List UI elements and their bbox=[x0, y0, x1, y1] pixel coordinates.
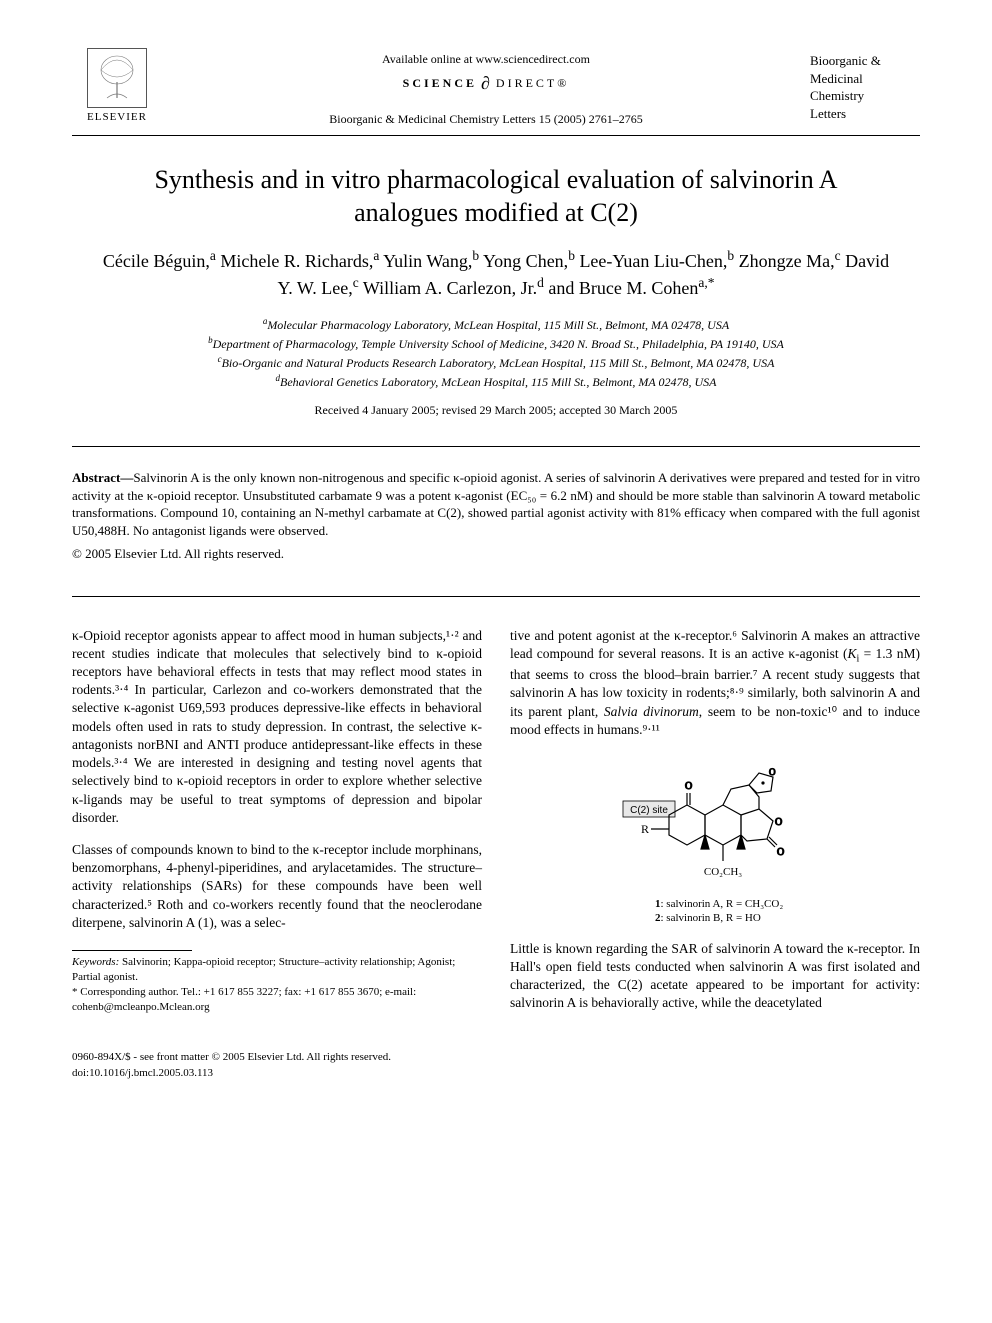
article-title: Synthesis and in vitro pharmacological e… bbox=[112, 164, 880, 229]
body-paragraph: tive and potent agonist at the κ-recepto… bbox=[510, 627, 920, 739]
page-footer: 0960-894X/$ - see front matter © 2005 El… bbox=[72, 1050, 920, 1081]
body-columns: κ-Opioid receptor agonists appear to aff… bbox=[72, 627, 920, 1027]
sd-left: SCIENCE bbox=[403, 76, 477, 91]
left-column: κ-Opioid receptor agonists appear to aff… bbox=[72, 627, 482, 1027]
keywords-label: Keywords: bbox=[72, 956, 119, 968]
keywords-line: Keywords: Salvinorin; Kappa-opioid recep… bbox=[72, 955, 482, 985]
footer-doi: doi:10.1016/j.bmcl.2005.03.113 bbox=[72, 1066, 920, 1081]
keywords-text: Salvinorin; Kappa-opioid receptor; Struc… bbox=[72, 956, 455, 983]
article-dates: Received 4 January 2005; revised 29 Marc… bbox=[72, 403, 920, 418]
journal-header: ELSEVIER Available online at www.science… bbox=[72, 48, 920, 127]
abstract: Abstract—Salvinorin A is the only known … bbox=[72, 469, 920, 539]
c2-site-label: C(2) site bbox=[630, 805, 668, 816]
journal-name-block: Bioorganic & Medicinal Chemistry Letters bbox=[810, 48, 920, 122]
co2ch3-label: CO₂CH₃ bbox=[704, 866, 742, 878]
available-online-text: Available online at www.sciencedirect.co… bbox=[162, 52, 810, 67]
structure-svg: C(2) site R O bbox=[615, 753, 815, 893]
header-rule bbox=[72, 135, 920, 136]
body-paragraph: κ-Opioid receptor agonists appear to aff… bbox=[72, 627, 482, 827]
affiliation-d: dBehavioral Genetics Laboratory, McLean … bbox=[72, 372, 920, 391]
svg-text:R: R bbox=[641, 822, 649, 836]
caption-line-1: 1: salvinorin A, R = CH₃CO₂ bbox=[655, 897, 815, 911]
footnote-rule bbox=[72, 950, 192, 951]
caption-line-2: 2: salvinorin B, R = HO bbox=[655, 911, 815, 925]
affiliations: aMolecular Pharmacology Laboratory, McLe… bbox=[72, 315, 920, 391]
sd-swirl-icon: ∂ bbox=[481, 73, 492, 94]
publisher-logo: ELSEVIER bbox=[72, 48, 162, 123]
svg-text:O: O bbox=[685, 781, 692, 792]
footnotes: Keywords: Salvinorin; Kappa-opioid recep… bbox=[72, 955, 482, 1014]
abstract-label: Abstract— bbox=[72, 470, 133, 485]
abstract-copyright: © 2005 Elsevier Ltd. All rights reserved… bbox=[72, 546, 920, 562]
journal-name-line: Bioorganic & bbox=[810, 52, 920, 70]
abstract-rule-bottom bbox=[72, 596, 920, 597]
journal-name-line: Chemistry bbox=[810, 87, 920, 105]
svg-text:O: O bbox=[777, 847, 784, 858]
corr-prefix: * Corresponding author. Tel.: +1 617 855… bbox=[72, 986, 416, 998]
svg-text:O: O bbox=[775, 817, 782, 828]
body-paragraph: Little is known regarding the SAR of sal… bbox=[510, 940, 920, 1013]
sd-right: DIRECT® bbox=[496, 76, 569, 91]
header-center: Available online at www.sciencedirect.co… bbox=[162, 48, 810, 127]
sciencedirect-logo: SCIENCE ∂ DIRECT® bbox=[162, 73, 810, 94]
chemical-structure: C(2) site R O bbox=[615, 753, 815, 926]
journal-name-line: Letters bbox=[810, 105, 920, 123]
right-column: tive and potent agonist at the κ-recepto… bbox=[510, 627, 920, 1027]
elsevier-tree-icon bbox=[87, 48, 147, 108]
corr-email-link[interactable]: cohenb@mcleanpo.Mclean.org bbox=[72, 1001, 210, 1013]
body-paragraph: Classes of compounds known to bind to th… bbox=[72, 841, 482, 932]
svg-text:O: O bbox=[769, 767, 776, 777]
affiliation-b: bDepartment of Pharmacology, Temple Univ… bbox=[72, 334, 920, 353]
footer-copyright: 0960-894X/$ - see front matter © 2005 El… bbox=[72, 1050, 920, 1065]
abstract-rule-top bbox=[72, 446, 920, 447]
journal-name-line: Medicinal bbox=[810, 70, 920, 88]
affiliation-a: aMolecular Pharmacology Laboratory, McLe… bbox=[72, 315, 920, 334]
affiliation-c: cBio-Organic and Natural Products Resear… bbox=[72, 353, 920, 372]
author-list: Cécile Béguin,a Michele R. Richards,a Yu… bbox=[102, 247, 890, 301]
publisher-name: ELSEVIER bbox=[87, 111, 147, 123]
journal-reference: Bioorganic & Medicinal Chemistry Letters… bbox=[162, 112, 810, 127]
abstract-text: Salvinorin A is the only known non-nitro… bbox=[72, 470, 920, 538]
corresponding-author: * Corresponding author. Tel.: +1 617 855… bbox=[72, 985, 482, 1015]
structure-caption: 1: salvinorin A, R = CH₃CO₂ 2: salvinori… bbox=[655, 897, 815, 926]
